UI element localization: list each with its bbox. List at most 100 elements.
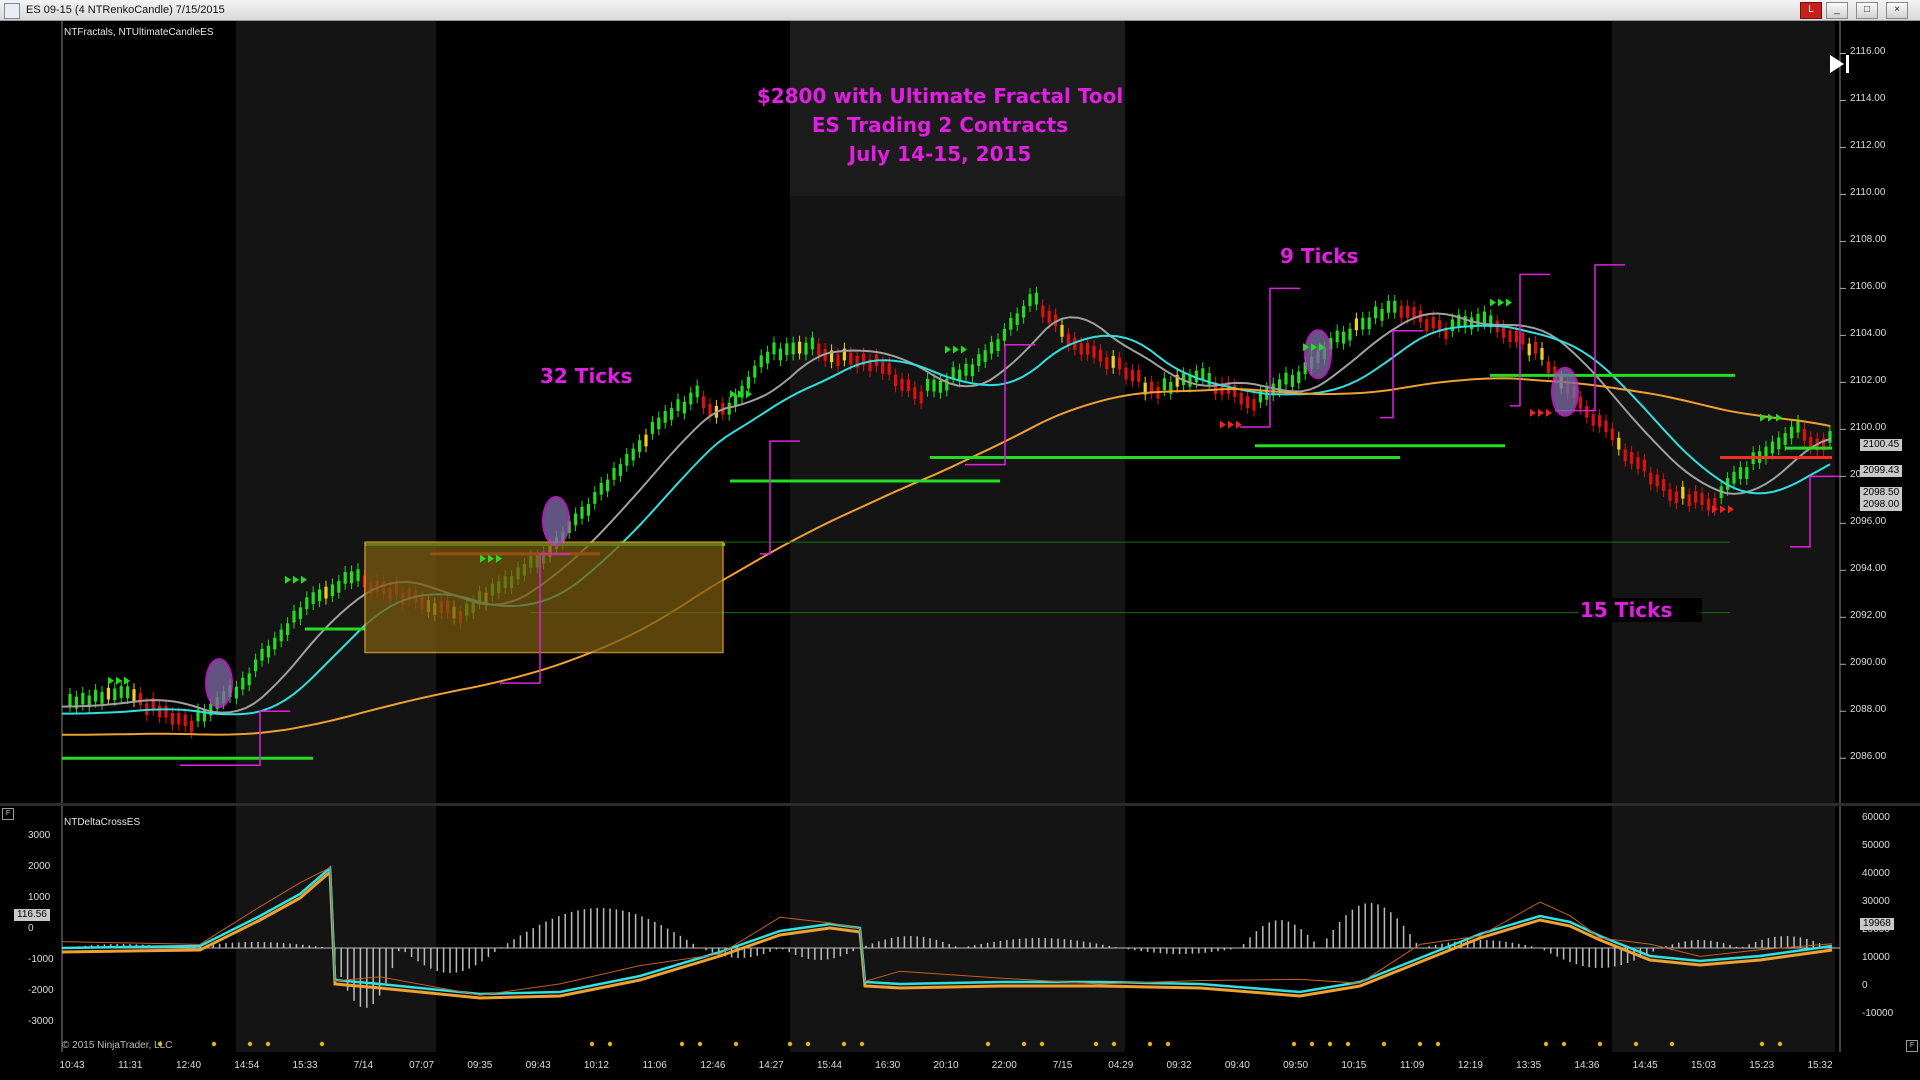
- candle-body: [266, 645, 270, 658]
- candle-body: [1706, 498, 1710, 511]
- time-axis-label: 10:43: [59, 1060, 85, 1071]
- candle-body: [113, 688, 117, 701]
- corner-menu-icon[interactable]: F: [1906, 1040, 1918, 1052]
- gray-line: [61, 312, 1831, 714]
- ind-signal-dot: [1669, 1041, 1675, 1047]
- signal-arrow: [1728, 505, 1734, 514]
- signal-arrow: [1228, 420, 1234, 429]
- candle-body: [625, 453, 629, 466]
- candle-body: [1182, 373, 1186, 386]
- signal-arrow: [488, 554, 494, 563]
- signal-arrow: [746, 390, 752, 399]
- ind-signal-dot: [841, 1041, 847, 1047]
- time-axis-label: 14:27: [758, 1060, 784, 1071]
- candle-body: [644, 434, 648, 447]
- time-axis-label: 09:50: [1283, 1060, 1309, 1071]
- time-axis-label: 14:54: [234, 1060, 260, 1071]
- maximize-button[interactable]: □: [1856, 2, 1878, 19]
- ind-signal-dot: [319, 1041, 325, 1047]
- candle-body: [1150, 381, 1154, 394]
- signal-arrow: [1236, 420, 1242, 429]
- ind-left-axis-label: -1000: [28, 954, 54, 965]
- candle-body: [631, 448, 635, 461]
- candle-body: [305, 597, 309, 610]
- signal-arrow: [1220, 420, 1226, 429]
- ind-left-axis-label: 1000: [28, 892, 51, 903]
- indicator-panel[interactable]: F NTDeltaCrossES 3000 2000 1000 0 -1000 -2000…: [0, 806, 1920, 1052]
- signal-arrow: [1530, 408, 1536, 417]
- candle-body: [663, 410, 667, 423]
- candle-body: [606, 479, 610, 492]
- candle-body: [241, 677, 245, 690]
- candle-body: [298, 607, 302, 620]
- price-chart-panel[interactable]: NTFractals, NTUltimateCandleES 2116.00 21…: [0, 21, 1920, 803]
- candle-body: [164, 705, 168, 718]
- candle-body: [830, 350, 834, 363]
- ind-signal-dot: [787, 1041, 793, 1047]
- ind-signal-dot: [1291, 1041, 1297, 1047]
- candle-body: [676, 399, 680, 411]
- price-axis-label: 2114.00: [1850, 93, 1886, 105]
- candle-body: [1246, 396, 1250, 408]
- panel-menu-icon[interactable]: F: [2, 808, 14, 820]
- close-button[interactable]: ×: [1886, 2, 1908, 19]
- ind-raw-line: [61, 866, 1833, 996]
- candle-body: [1194, 370, 1198, 383]
- candle-body: [1342, 331, 1346, 344]
- candle-body: [670, 408, 674, 420]
- price-tag: 2098.00: [1860, 499, 1903, 511]
- fractal-step-5: [1380, 329, 1423, 419]
- candle-body: [1393, 300, 1397, 313]
- candle-body: [126, 686, 130, 699]
- candle-body: [1028, 294, 1032, 306]
- scroll-to-end-icon[interactable]: [1826, 51, 1852, 77]
- candle-body: [260, 648, 264, 661]
- candle-body: [612, 468, 616, 480]
- candle-body: [1047, 310, 1051, 323]
- candle-body: [1687, 494, 1691, 507]
- copyright-text: © 2015 NinjaTrader, LLC: [62, 1040, 173, 1051]
- candle-body: [1694, 491, 1698, 503]
- headline-line-1: $2800 with Ultimate Fractal Tool: [756, 84, 1124, 108]
- candle-body: [1508, 330, 1512, 342]
- ind-signal-dot: [1381, 1041, 1387, 1047]
- candle-body: [1380, 309, 1384, 321]
- candle-body: [580, 506, 584, 519]
- candle-body: [1137, 370, 1141, 382]
- headline-backdrop: [790, 21, 1125, 196]
- indicator-canvas[interactable]: [0, 806, 1920, 1052]
- minimize-button[interactable]: _: [1826, 2, 1848, 19]
- candle-body: [964, 363, 968, 376]
- ind-signal-dot: [607, 1041, 613, 1047]
- candle-body: [1060, 324, 1064, 337]
- candle-body: [798, 341, 802, 354]
- candle-body: [1335, 330, 1339, 343]
- ind-left-axis-label: 3000: [28, 830, 51, 841]
- ind-signal-dot: [1345, 1041, 1351, 1047]
- signal-oval-3: [1551, 366, 1579, 417]
- time-axis-label: 11:09: [1399, 1060, 1425, 1071]
- candle-body: [1546, 361, 1550, 374]
- candle-body: [1015, 313, 1019, 326]
- ind-right-axis-label: 30000: [1862, 896, 1890, 907]
- candle-body: [977, 354, 981, 366]
- candle-body: [842, 348, 846, 361]
- candle-body: [900, 378, 904, 391]
- window-title: ES 09-15 (4 NTRenkoCandle) 7/15/2015: [26, 4, 225, 16]
- candle-body: [1783, 433, 1787, 445]
- candle-body: [695, 385, 699, 398]
- signal-arrow: [108, 676, 114, 685]
- price-chart-canvas[interactable]: [0, 21, 1920, 803]
- time-axis-label: 15:44: [816, 1060, 842, 1071]
- time-axis-label: 15:32: [1807, 1060, 1833, 1071]
- panel-splitter[interactable]: [0, 803, 1920, 806]
- time-axis-label: 11:06: [642, 1060, 667, 1071]
- candle-body: [1457, 314, 1461, 327]
- ind-signal-dot: [1633, 1041, 1639, 1047]
- candle-body: [958, 369, 962, 382]
- candle-body: [74, 696, 78, 709]
- candle-body: [1162, 378, 1166, 391]
- ind-signal-dot: [679, 1041, 685, 1047]
- signal-oval-1: [542, 495, 570, 546]
- link-button[interactable]: L: [1800, 2, 1822, 19]
